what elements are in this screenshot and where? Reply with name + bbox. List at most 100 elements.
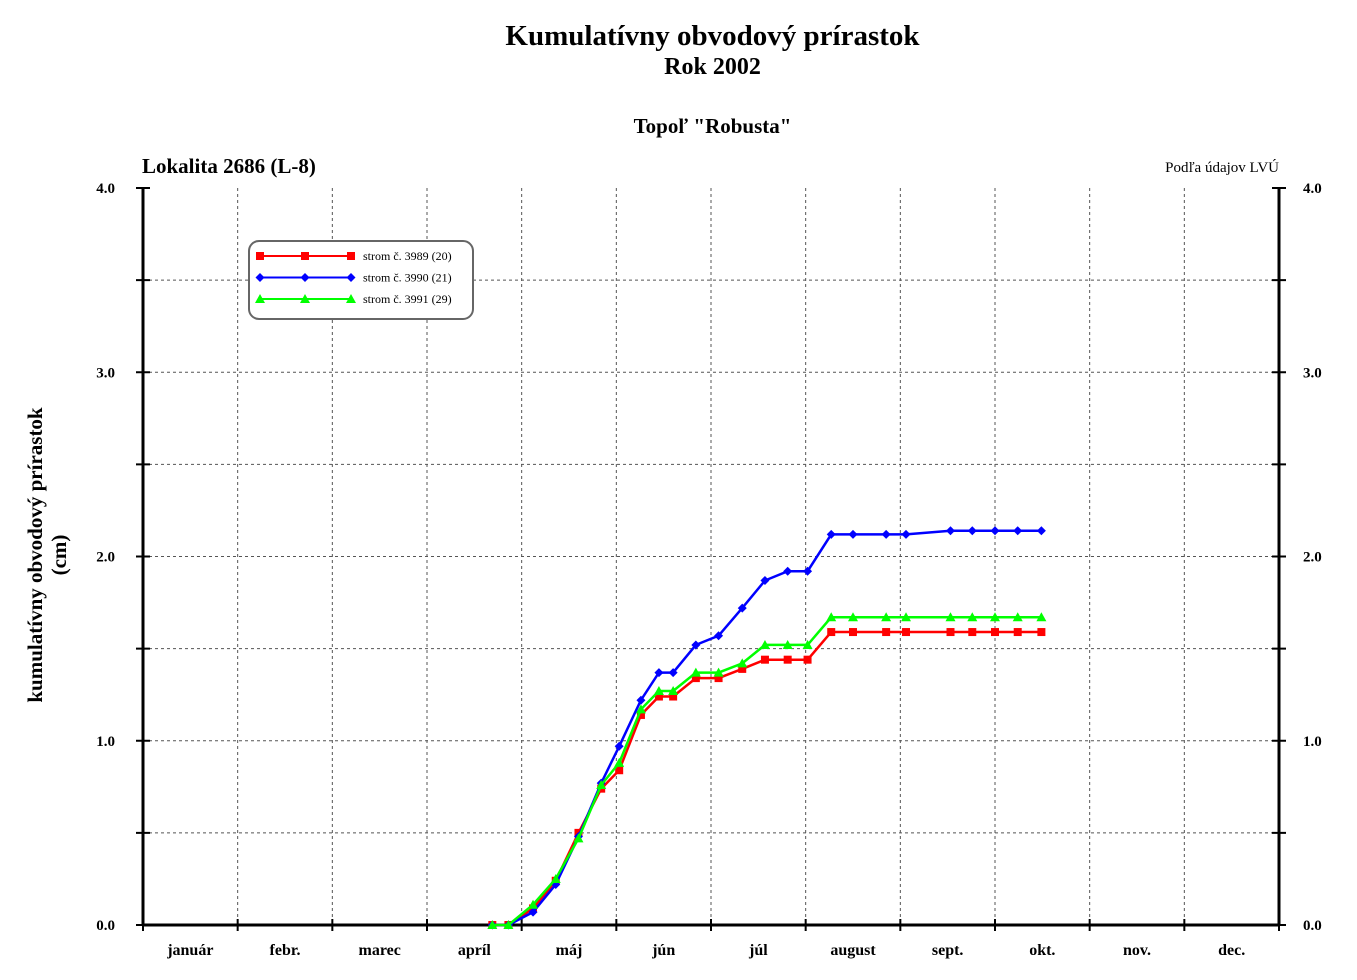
- series-3-point: [782, 639, 793, 649]
- x-tick-label-month: január: [166, 942, 213, 959]
- series-3-point: [848, 612, 858, 622]
- series-2-point: [654, 668, 664, 678]
- series-2-point: [946, 526, 956, 536]
- series-2-point: [528, 907, 538, 917]
- series-3-point: [713, 667, 724, 677]
- source-note: Podľa údajov LVÚ: [1165, 160, 1279, 176]
- series-1-point: [849, 628, 857, 637]
- series-3-point: [528, 899, 539, 909]
- legend-marker-2: [300, 273, 310, 282]
- y-tick-label-right: 0.0: [1303, 918, 1322, 934]
- series-3-point: [668, 686, 679, 696]
- series-1-point: [714, 674, 723, 683]
- legend-label-1: strom č. 3989 (20): [363, 249, 452, 263]
- series-1-point: [738, 664, 747, 673]
- series-3-point: [487, 920, 498, 929]
- x-tick-label-month: máj: [556, 942, 583, 959]
- x-tick-label-month: dec.: [1218, 942, 1245, 959]
- series-3-point: [826, 612, 837, 622]
- series-3-point: [901, 612, 912, 622]
- y-tick-label-left: 3.0: [96, 365, 115, 381]
- series-1-point: [654, 692, 663, 701]
- series-2-point: [990, 526, 1000, 536]
- series-2-point: [783, 566, 793, 576]
- series-2-point: [636, 695, 646, 705]
- series-1-point: [669, 692, 678, 701]
- series-1-point: [827, 628, 836, 637]
- series-2-point: [737, 603, 747, 613]
- series-1-point: [882, 628, 891, 637]
- series-1-point: [946, 628, 955, 637]
- legend-marker-2: [346, 273, 356, 282]
- series-2-point: [826, 529, 836, 539]
- series-3-point: [945, 612, 956, 622]
- series-2-point: [967, 526, 977, 536]
- y-tick-label-right: 3.0: [1303, 365, 1322, 381]
- series-1-point: [968, 628, 977, 637]
- series-1-point: [803, 655, 812, 664]
- series-3-point: [967, 612, 978, 622]
- series-2-point: [848, 529, 858, 539]
- series-line-2: [492, 529, 1042, 927]
- series-3-point: [573, 833, 584, 843]
- series-2-point: [714, 631, 724, 641]
- x-tick-label-month: marec: [358, 942, 400, 959]
- y-tick-label-right: 2.0: [1303, 550, 1322, 566]
- series-1-point: [902, 628, 911, 637]
- legend-label-2: strom č. 3990 (21): [363, 271, 452, 285]
- series-2-point: [1036, 526, 1046, 536]
- series-1-point: [691, 674, 700, 683]
- x-tick-label-month: apríl: [458, 942, 491, 959]
- legend-marker-1: [301, 252, 309, 260]
- series-2-point: [803, 566, 813, 576]
- series-2-point: [691, 640, 701, 650]
- y-tick-label-right: 1.0: [1303, 734, 1322, 750]
- series-2-point: [881, 529, 891, 539]
- series-1-point: [615, 766, 624, 775]
- series-2-point: [1013, 526, 1023, 536]
- x-tick-label-month: august: [830, 942, 876, 959]
- series-3-point: [737, 658, 748, 668]
- series-3-point: [990, 612, 1000, 622]
- y-tick-label-left: 2.0: [96, 550, 115, 566]
- series-2-point: [614, 741, 624, 751]
- legend-marker-1: [256, 252, 264, 260]
- series-line-1: [492, 630, 1042, 927]
- series-3-point: [635, 704, 646, 714]
- series-3-point: [802, 639, 813, 649]
- legend-marker-3: [300, 294, 310, 303]
- series-3-point: [614, 757, 625, 767]
- x-tick-label-month: sept.: [932, 942, 964, 959]
- x-tick-label-month: júl: [748, 942, 768, 959]
- y-tick-label-left: 4.0: [96, 181, 115, 197]
- series-3-point: [1012, 612, 1023, 622]
- series-3-point: [881, 612, 892, 622]
- legend-label-3: strom č. 3991 (29): [363, 292, 452, 306]
- series-3-point: [503, 920, 514, 929]
- series-1-point: [760, 655, 769, 664]
- chart-subtitle: Rok 2002: [664, 54, 761, 80]
- series-3-point: [596, 779, 607, 789]
- y-tick-label-right: 4.0: [1303, 181, 1322, 197]
- series-3-point: [759, 639, 770, 649]
- series-3-point: [690, 667, 701, 677]
- y-tick-label-left: 0.0: [96, 918, 115, 934]
- site-label: Lokalita 2686 (L-8): [142, 154, 316, 178]
- legend-marker-1: [347, 252, 355, 260]
- series-1-point: [991, 628, 999, 637]
- series-1-point: [1013, 628, 1022, 637]
- x-tick-label-month: okt.: [1029, 942, 1055, 959]
- series-3-point: [653, 686, 664, 696]
- series-2-point: [760, 575, 770, 585]
- series-3-point: [1036, 612, 1047, 622]
- series-2-point: [901, 529, 911, 539]
- series-1-point: [783, 655, 792, 664]
- chart-title: Kumulatívny obvodový prírastok: [505, 20, 920, 52]
- legend-marker-2: [255, 273, 265, 282]
- series-3-point: [550, 873, 561, 883]
- x-tick-label-month: nov.: [1123, 942, 1151, 959]
- y-tick-label-left: 1.0: [96, 734, 115, 750]
- series-1-point: [1037, 628, 1046, 637]
- legend-marker-3: [255, 294, 265, 303]
- x-tick-label-month: jún: [651, 942, 675, 959]
